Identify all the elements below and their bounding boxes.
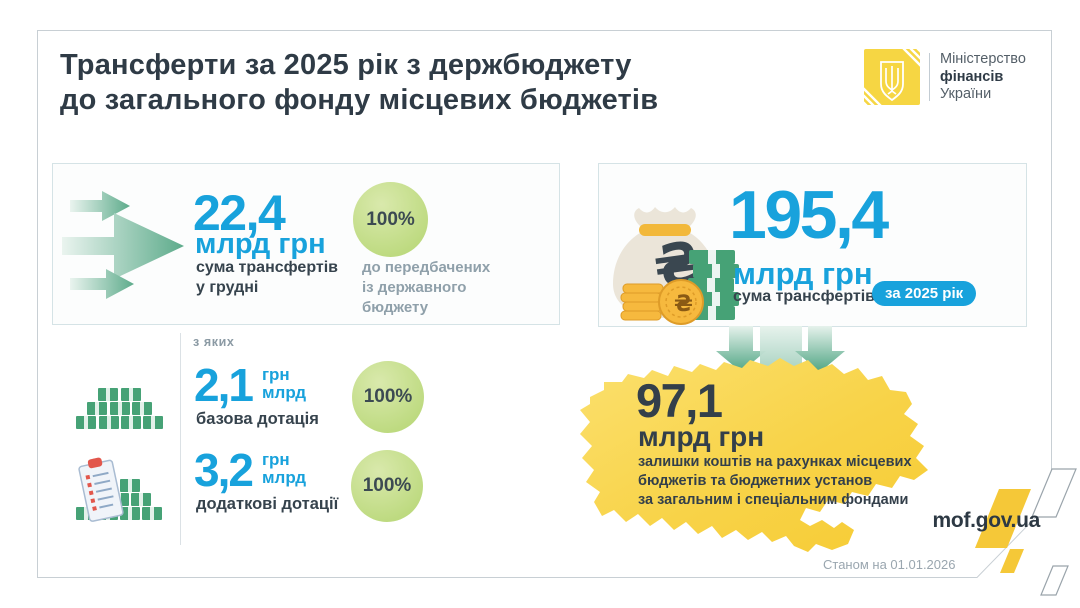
december-caption: сума трансфертів у грудні	[196, 258, 338, 298]
base-grant-value: 2,1	[194, 359, 254, 411]
title-line-1: Трансферти за 2025 рік з держбюджету	[60, 49, 632, 81]
balances-caption-line1: залишки коштів на рахунках місцевих	[638, 454, 912, 470]
additional-grants-value: 3,2	[194, 444, 254, 496]
year-badge: за 2025 рік	[872, 281, 977, 306]
pct-cap-line2: із державного	[362, 279, 467, 296]
base-grant-unit-top: грн	[261, 365, 290, 384]
december-percent-badge: 100%	[353, 182, 428, 257]
base-grant-percent-badge: 100%	[352, 361, 424, 433]
balances-caption: залишки коштів на рахунках місцевих бюдж…	[638, 453, 912, 510]
yellow-parallelogram-small	[1000, 549, 1024, 573]
breakdown-label: з яких	[193, 335, 235, 349]
arrows-right-icon	[62, 191, 184, 299]
svg-text:₴: ₴	[674, 292, 693, 317]
year-caption: сума трансфертів	[733, 288, 875, 305]
trident-icon	[885, 66, 899, 95]
december-percent-caption: до передбачених із державного бюджету	[362, 258, 490, 318]
december-caption-line1: сума трансфертів	[196, 259, 338, 276]
ministry-name-line1: Міністерство	[940, 51, 1026, 67]
balances-value: 97,1	[636, 374, 723, 427]
balances-caption-line3: за загальним і спеціальним фондами	[638, 492, 909, 508]
additional-grants-percent: 100%	[362, 475, 412, 496]
additional-grants-caption: додаткові дотації	[196, 495, 339, 513]
yellow-parallelogram	[975, 489, 1031, 548]
additional-grants-unit-top: грн	[261, 450, 290, 469]
additional-grants-unit: грн млрд	[262, 451, 306, 487]
base-grant-unit-bottom: млрд	[261, 383, 307, 402]
clipboard-money-icon	[76, 457, 162, 522]
balances-unit: млрд грн	[638, 421, 765, 452]
money-stack-icon	[76, 388, 163, 429]
base-grant-value-group: 2,1 грн млрд	[194, 359, 306, 411]
page-title: Трансферти за 2025 рік з держбюджету до …	[60, 48, 658, 118]
base-grant-percent: 100%	[363, 386, 413, 407]
december-unit: млрд грн	[195, 228, 326, 260]
shield-outline	[880, 61, 904, 102]
outline-parallelogram-small	[1040, 565, 1069, 596]
base-grant-unit: грн млрд	[262, 366, 306, 402]
ministry-name-line3: України	[940, 86, 992, 102]
website-url: mof.gov.ua	[932, 509, 1041, 532]
breakdown-divider	[180, 333, 181, 545]
money-bag-icon: ₴ ₴	[613, 207, 739, 325]
additional-grants-unit-bottom: млрд	[261, 468, 307, 487]
base-grant-caption: базова дотація	[196, 410, 319, 428]
outline-parallelogram	[1031, 468, 1077, 518]
year-unit: млрд грн	[733, 256, 873, 291]
pct-cap-line1: до передбачених	[362, 259, 491, 276]
logo-divider	[929, 53, 930, 101]
ministry-name: Міністерство фінансів України	[940, 51, 1026, 104]
year-value: 195,4	[729, 177, 889, 253]
corner-decoration	[975, 468, 1077, 596]
additional-grants-value-group: 3,2 грн млрд	[194, 444, 306, 496]
as-of-date: Станом на 01.01.2026	[823, 557, 956, 572]
coin-stack: ₴	[620, 279, 704, 325]
pct-cap-line3: бюджету	[362, 299, 429, 316]
balances-caption-line2: бюджетів та бюджетних установ	[638, 473, 873, 489]
december-value: 22,4	[193, 185, 286, 241]
ukraine-map	[580, 358, 928, 552]
ministry-logo-icon	[864, 49, 920, 105]
december-percent: 100%	[366, 208, 415, 230]
december-caption-line2: у грудні	[196, 279, 259, 296]
title-line-2: до загального фонду місцевих бюджетів	[60, 84, 659, 116]
additional-grants-percent-badge: 100%	[351, 450, 423, 522]
ministry-name-line2: фінансів	[940, 68, 1004, 85]
